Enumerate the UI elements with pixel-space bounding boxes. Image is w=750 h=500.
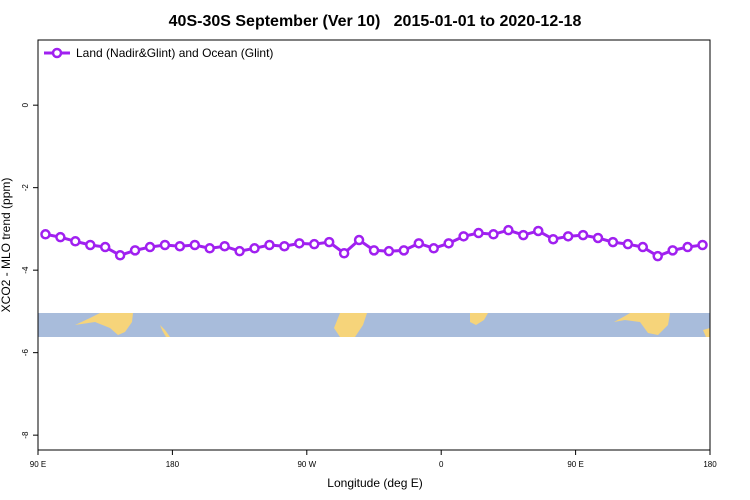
data-point — [338, 247, 350, 259]
data-point — [219, 240, 230, 252]
data-point — [637, 241, 649, 253]
map-band — [38, 313, 710, 337]
data-point — [129, 245, 141, 256]
y-tick-label: -8 — [21, 431, 30, 439]
legend-marker — [51, 47, 63, 59]
data-point — [533, 225, 544, 237]
data-point — [264, 239, 275, 251]
data-point — [577, 229, 589, 241]
data-point — [428, 243, 439, 254]
data-point — [294, 238, 305, 249]
x-tick-label: 90 W — [297, 460, 316, 469]
data-point — [518, 229, 529, 241]
data-point — [144, 241, 156, 253]
data-point — [368, 245, 380, 256]
data-point — [99, 241, 111, 253]
data-point — [488, 229, 499, 240]
data-point — [159, 239, 171, 251]
data-point — [189, 239, 201, 251]
data-point — [70, 236, 81, 247]
plot-frame — [37, 39, 711, 451]
x-tick-label: 180 — [703, 460, 717, 469]
data-point — [592, 232, 604, 244]
data-point — [353, 234, 365, 246]
y-tick-label: -4 — [21, 266, 30, 274]
data-point — [309, 238, 320, 250]
data-point — [667, 245, 678, 256]
data-point — [249, 243, 260, 254]
x-tick-label: 180 — [166, 460, 180, 469]
data-point — [323, 236, 335, 248]
data-point — [473, 227, 484, 239]
x-tick-label: 90 E — [567, 460, 583, 469]
data-point — [40, 229, 51, 240]
y-axis-label: XCO2 - MLO trend (ppm) — [0, 178, 13, 313]
data-point — [85, 239, 96, 251]
data-point — [279, 240, 290, 252]
data-point — [458, 231, 469, 242]
data-point — [204, 243, 215, 254]
y-tick-label: -6 — [21, 349, 30, 357]
data-point — [697, 239, 708, 251]
x-tick-label: 90 E — [30, 460, 46, 469]
data-point — [55, 231, 66, 243]
x-tick-label: 0 — [439, 460, 444, 469]
data-point — [114, 250, 126, 261]
data-point — [562, 231, 574, 242]
legend-label: Land (Nadir&Glint) and Ocean (Glint) — [76, 46, 273, 60]
data-point — [383, 245, 395, 257]
x-axis-label: Longitude (deg E) — [327, 476, 422, 490]
y-tick-label: -2 — [21, 184, 30, 192]
data-point — [234, 245, 245, 257]
data-point — [547, 233, 559, 245]
data-point — [607, 236, 619, 248]
data-point — [398, 245, 410, 256]
chart-title: 40S-30S September (Ver 10) 2015-01-01 to… — [169, 13, 582, 30]
data-point — [503, 224, 514, 236]
data-point — [652, 250, 663, 262]
data-point — [622, 238, 634, 250]
data-point — [174, 240, 186, 252]
data-point — [682, 241, 693, 253]
data-point — [413, 238, 425, 249]
y-tick-label: 0 — [21, 102, 30, 107]
data-point — [443, 238, 454, 249]
